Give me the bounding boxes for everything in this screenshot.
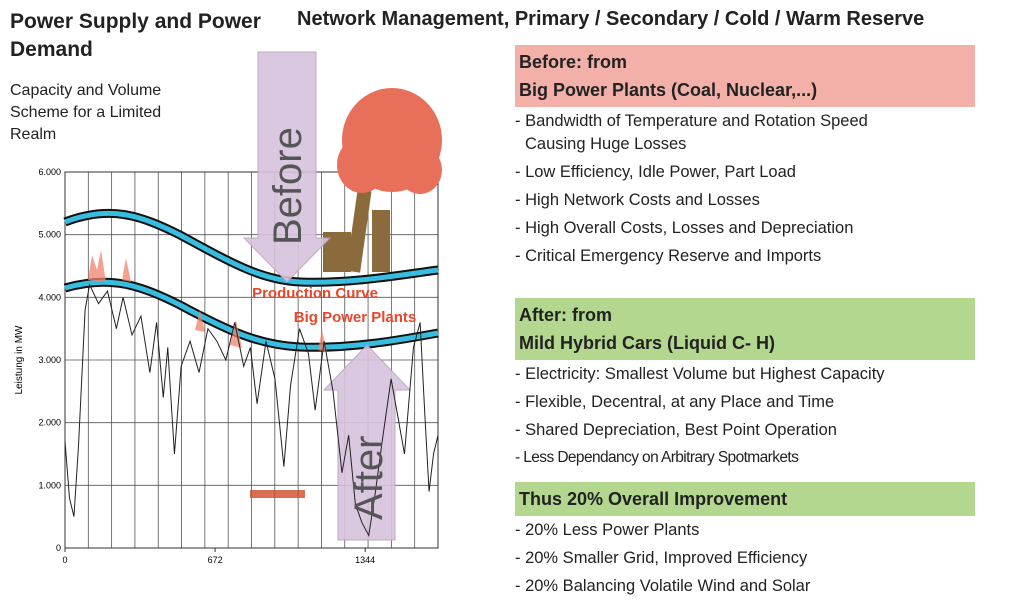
subtitle: Capacity and Volume Scheme for a Limited… bbox=[10, 80, 210, 146]
y-tick-label: 4.000 bbox=[38, 292, 61, 302]
annotation: Big Power Plants bbox=[294, 309, 417, 326]
bullet-item: - 20% Smaller Grid, Improved Efficiency bbox=[515, 544, 925, 572]
x-tick-label: 0 bbox=[62, 555, 67, 565]
left-title: Power Supply and Power Demand bbox=[10, 8, 270, 64]
y-tick-label: 3.000 bbox=[38, 355, 61, 365]
bullet-item: - Flexible, Decentral, at any Place and … bbox=[515, 388, 925, 416]
right-title: Network Management, Primary / Secondary … bbox=[297, 8, 924, 31]
heading-line: Big Power Plants (Coal, Nuclear,...) bbox=[519, 76, 971, 104]
car-icon bbox=[250, 490, 305, 498]
tree-icon bbox=[323, 88, 442, 273]
bullet-item: - Bandwidth of Temperature and Rotation … bbox=[515, 107, 925, 158]
x-tick-label: 1344 bbox=[355, 555, 375, 565]
slide: 0 1.000 2.000 3.000 4.000 5.000 6.000 0 672 1344 L… bbox=[0, 0, 1028, 593]
y-tick-label: 0 bbox=[56, 543, 61, 553]
heading-line: Mild Hybrid Cars (Liquid C- H) bbox=[519, 329, 971, 357]
section: Thus 20% Overall Improvement - 20% Less P… bbox=[515, 482, 975, 600]
bullet-item: - Critical Emergency Reserve and Imports bbox=[515, 242, 925, 270]
bullet-item: - 20% Less Power Plants bbox=[515, 516, 925, 544]
y-tick-label: 6.000 bbox=[38, 167, 61, 177]
annotation: Production Curve bbox=[252, 285, 378, 302]
heading-line: Thus 20% Overall Improvement bbox=[519, 485, 971, 513]
y-axis-title: Leistung in MW bbox=[14, 325, 25, 394]
y-tick-label: 2.000 bbox=[38, 418, 61, 428]
y-tick-label: 1.000 bbox=[38, 480, 61, 490]
annotation: After bbox=[347, 436, 391, 520]
y-tick-label: 5.000 bbox=[38, 230, 61, 240]
bullet-item: - High Network Costs and Losses bbox=[515, 186, 925, 214]
bullet-item: - 20% Balancing Volatile Wind and Solar bbox=[515, 572, 925, 600]
bullet-item: - High Overall Costs, Losses and Depreci… bbox=[515, 214, 925, 242]
heading-line: Before: from bbox=[519, 48, 971, 76]
bullet-item: - Shared Depreciation, Best Point Operat… bbox=[515, 416, 925, 444]
heading-line: After: from bbox=[519, 301, 971, 329]
bullet-item: - Less Dependancy on Arbitrary Spotmarke… bbox=[515, 444, 925, 472]
bullet-item: - Low Efficiency, Idle Power, Part Load bbox=[515, 158, 925, 186]
annotation: Before bbox=[266, 127, 310, 245]
bullet-item: - Electricity: Smallest Volume but Highe… bbox=[515, 360, 925, 388]
section-heading: Thus 20% Overall Improvement bbox=[515, 482, 975, 516]
x-tick-label: 672 bbox=[208, 555, 223, 565]
